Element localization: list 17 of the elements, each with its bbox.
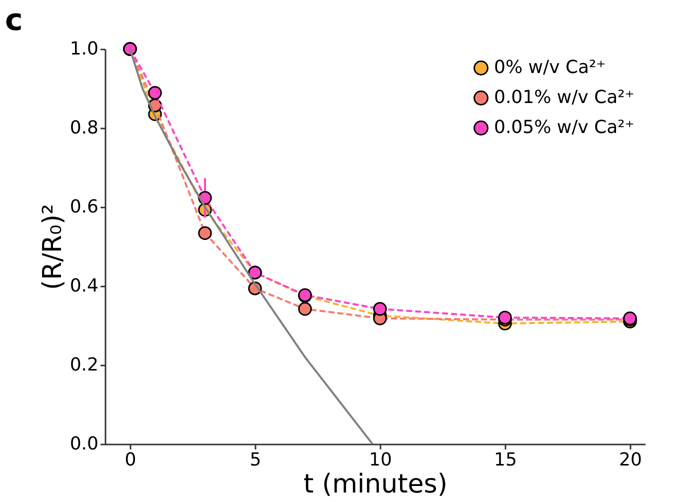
x-tick-label: 0 (124, 450, 136, 470)
x-tick-label: 5 (250, 450, 262, 470)
y-tick-label: 0.8 (70, 118, 98, 138)
legend-label: 0.05% w/v Ca²⁺ (494, 117, 634, 138)
x-tick-label: 15 (494, 450, 517, 470)
chart-title: c (5, 2, 23, 38)
x-axis-title: t (minutes) (304, 470, 448, 500)
x-tick-label: 20 (619, 450, 642, 470)
y-axis-title: (R/R₀)² (38, 204, 68, 290)
y-tick-label: 0.4 (70, 276, 98, 296)
x-tick-label: 10 (369, 450, 392, 470)
y-tick-label: 0.6 (70, 196, 98, 218)
legend-label: 0.01% w/v Ca²⁺ (494, 87, 634, 108)
legend-label: 0% w/v Ca²⁺ (494, 57, 606, 78)
y-tick-label: 1.0 (70, 38, 98, 60)
y-tick-label: 0.2 (70, 354, 98, 376)
y-tick-label: 0.0 (70, 434, 98, 454)
